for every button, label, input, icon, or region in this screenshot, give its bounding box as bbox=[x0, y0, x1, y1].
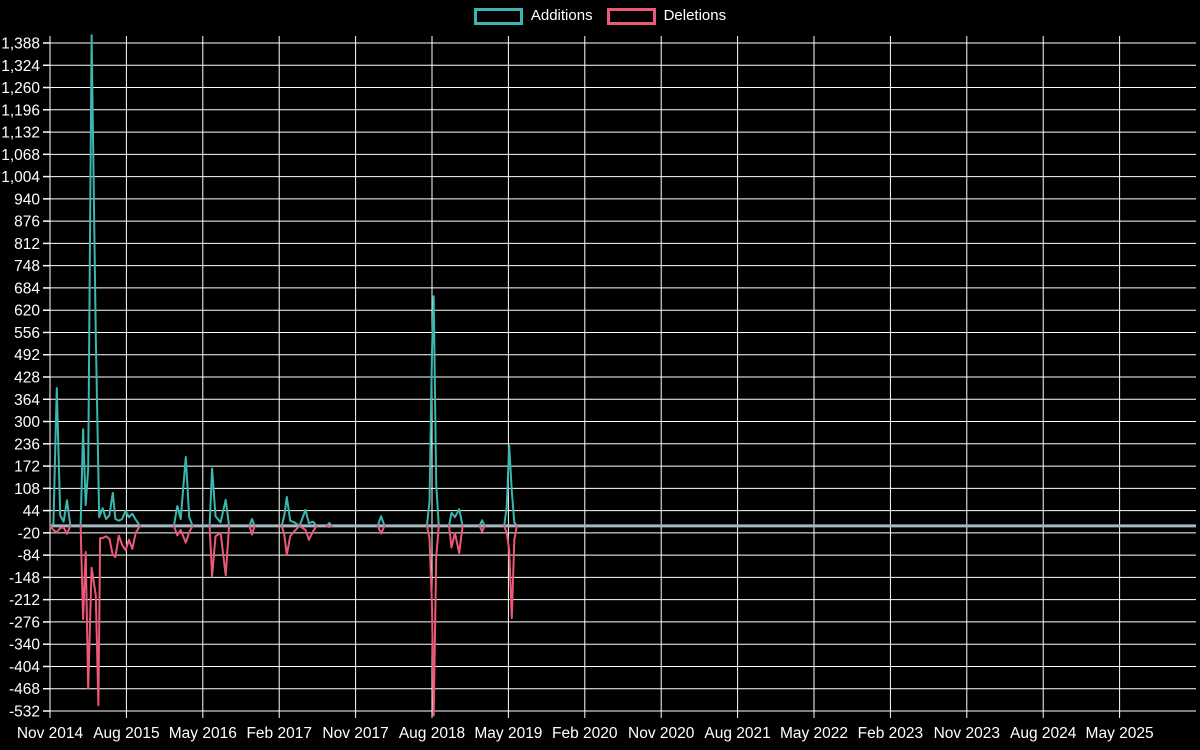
y-axis-label: -532 bbox=[9, 704, 40, 721]
x-axis-label: May 2019 bbox=[474, 725, 542, 742]
series-line-deletions bbox=[325, 524, 333, 528]
legend-label-deletions: Deletions bbox=[663, 7, 727, 24]
series-line-deletions bbox=[376, 524, 386, 535]
y-axis-label: -468 bbox=[9, 681, 40, 698]
y-axis-label: 556 bbox=[14, 325, 40, 342]
y-axis-label: 1,004 bbox=[1, 169, 40, 186]
y-axis-label: -212 bbox=[9, 592, 40, 609]
y-axis-label: -84 bbox=[18, 548, 41, 565]
x-axis-label: Feb 2023 bbox=[858, 725, 924, 742]
series-line-deletions bbox=[478, 524, 486, 533]
y-axis-label: 492 bbox=[14, 347, 40, 364]
x-axis-label: Nov 2020 bbox=[628, 725, 695, 742]
y-axis-label: -276 bbox=[9, 614, 40, 631]
legend-item-additions[interactable]: Additions bbox=[473, 7, 593, 25]
y-axis-label: -340 bbox=[9, 637, 40, 654]
x-axis-label: May 2025 bbox=[1086, 725, 1154, 742]
series-line-deletions bbox=[503, 524, 518, 620]
series-line-additions bbox=[503, 444, 518, 527]
series-line-deletions bbox=[79, 524, 141, 707]
y-axis-label: 1,068 bbox=[1, 147, 40, 164]
series-line-deletions bbox=[49, 524, 72, 535]
series-line-additions bbox=[172, 456, 194, 527]
y-axis-label: 748 bbox=[14, 258, 40, 275]
y-axis-label: -404 bbox=[9, 659, 40, 676]
y-axis-label: 876 bbox=[14, 214, 40, 231]
x-axis-label: Nov 2023 bbox=[934, 725, 1000, 742]
y-axis-label: 428 bbox=[14, 370, 40, 387]
series-line-additions bbox=[325, 522, 333, 527]
x-axis-label: Aug 2024 bbox=[1010, 725, 1077, 742]
x-axis-label: Nov 2017 bbox=[322, 725, 388, 742]
x-axis-label: Aug 2021 bbox=[704, 725, 770, 742]
y-axis-label: 1,324 bbox=[1, 58, 40, 75]
y-axis-label: 108 bbox=[14, 481, 40, 498]
x-axis-label: Feb 2017 bbox=[246, 725, 312, 742]
series-line-additions bbox=[49, 387, 72, 527]
y-axis-label: 1,132 bbox=[1, 125, 40, 142]
y-axis-label: -20 bbox=[18, 525, 41, 542]
y-axis-label: 940 bbox=[14, 191, 40, 208]
series-line-additions bbox=[208, 467, 231, 527]
series-line-additions bbox=[448, 508, 464, 527]
y-axis-label: 236 bbox=[14, 436, 40, 453]
x-axis-label: Nov 2014 bbox=[17, 725, 84, 742]
y-axis-label: 1,196 bbox=[1, 102, 40, 119]
y-axis-label: 684 bbox=[14, 280, 40, 297]
series-line-additions bbox=[79, 34, 141, 527]
series-line-additions bbox=[376, 515, 386, 527]
x-axis-label: Aug 2015 bbox=[93, 725, 159, 742]
series-line-deletions bbox=[248, 524, 256, 536]
y-axis-label: -148 bbox=[9, 570, 40, 587]
y-axis-label: 44 bbox=[23, 503, 41, 520]
series-line-deletions bbox=[425, 524, 440, 717]
x-axis-label: May 2022 bbox=[780, 725, 848, 742]
series-line-deletions bbox=[448, 524, 464, 554]
series-line-deletions bbox=[280, 524, 318, 557]
legend-label-additions: Additions bbox=[530, 7, 593, 24]
series-line-deletions bbox=[172, 524, 194, 544]
legend: Additions Deletions bbox=[0, 7, 1200, 25]
x-axis-label: May 2016 bbox=[169, 725, 237, 742]
deletions-swatch-icon bbox=[606, 7, 656, 25]
x-axis-label: Aug 2018 bbox=[399, 725, 465, 742]
y-axis-label: 812 bbox=[14, 236, 40, 253]
y-axis-label: 1,260 bbox=[1, 80, 40, 97]
series-line-deletions bbox=[208, 524, 231, 578]
legend-item-deletions[interactable]: Deletions bbox=[606, 7, 727, 25]
y-axis-label: 1,388 bbox=[1, 36, 40, 53]
y-axis-label: 300 bbox=[14, 414, 40, 431]
series-line-additions bbox=[425, 295, 440, 527]
y-axis-label: 364 bbox=[14, 392, 40, 409]
series-line-additions bbox=[248, 518, 256, 527]
series-line-additions bbox=[280, 496, 318, 527]
y-axis-label: 172 bbox=[14, 459, 40, 476]
series-line-additions bbox=[478, 519, 486, 527]
additions-swatch-icon bbox=[473, 7, 523, 25]
x-axis-label: Feb 2020 bbox=[552, 725, 618, 742]
y-axis-label: 620 bbox=[14, 303, 40, 320]
